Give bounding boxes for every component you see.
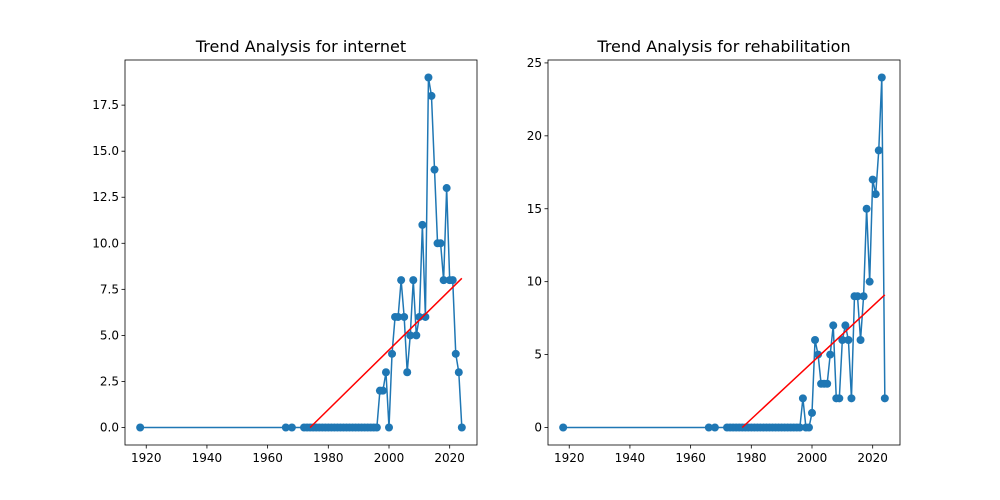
data-point xyxy=(871,190,880,199)
chart-title: Trend Analysis for rehabilitation xyxy=(596,37,850,56)
x-tick-label: 1960 xyxy=(675,451,706,465)
data-point xyxy=(865,277,874,286)
data-point xyxy=(835,394,844,403)
data-point xyxy=(862,204,871,213)
data-point xyxy=(841,321,850,330)
chart-rehabilitation: Trend Analysis for rehabilitation 1920 19… xyxy=(527,37,901,465)
data-point xyxy=(378,386,387,395)
x-tick-label: 1980 xyxy=(736,451,767,465)
x-tick-label: 1940 xyxy=(192,451,223,465)
data-point xyxy=(372,423,381,432)
data-point xyxy=(287,423,296,432)
data-point xyxy=(795,423,804,432)
y-tick-label: 15 xyxy=(527,202,542,216)
data-point xyxy=(877,73,886,82)
data-point xyxy=(409,276,418,285)
x-tick-label: 1980 xyxy=(313,451,344,465)
data-point xyxy=(403,368,412,377)
plot-area: 1920 1940 1960 1980 2000 2020 0 5 10 15 20 25 xyxy=(527,56,901,465)
data-point xyxy=(397,276,406,285)
x-tick-label: 1960 xyxy=(252,451,283,465)
y-tick-label: 17.5 xyxy=(92,98,119,112)
y-tick-label: 20 xyxy=(527,129,542,143)
data-point xyxy=(808,408,816,417)
data-point xyxy=(811,336,820,344)
data-point xyxy=(826,350,835,359)
data-point xyxy=(856,336,865,344)
trend-line xyxy=(741,294,886,429)
data-point xyxy=(880,394,889,403)
y-tick-label: 10 xyxy=(527,275,542,289)
data-point xyxy=(430,165,439,174)
data-point xyxy=(439,276,448,285)
data-point xyxy=(814,350,823,359)
y-tick-label: 5.0 xyxy=(100,328,119,342)
y-tick-label: 5 xyxy=(534,348,542,362)
chart-internet: Trend Analysis for internet 1920 1940 1960… xyxy=(92,37,478,465)
data-point xyxy=(427,91,436,100)
y-tick-label: 10.0 xyxy=(92,236,119,250)
data-point xyxy=(798,394,807,403)
data-point xyxy=(436,239,445,248)
data-point xyxy=(451,349,460,358)
data-point xyxy=(829,321,838,330)
data-point xyxy=(281,423,290,432)
axes-frame xyxy=(124,59,478,446)
data-point xyxy=(853,292,862,301)
data-point xyxy=(394,312,403,321)
data-point xyxy=(457,423,466,432)
y-tick-label: 2.5 xyxy=(100,374,119,388)
data-point xyxy=(424,73,433,82)
data-point xyxy=(421,312,430,321)
y-tick-label: 15.0 xyxy=(92,144,119,158)
data-point xyxy=(874,146,883,155)
x-tick-label: 2000 xyxy=(797,451,828,465)
data-point xyxy=(448,276,457,285)
x-tick-label: 1920 xyxy=(554,451,585,465)
data-point xyxy=(400,312,409,321)
data-point xyxy=(704,423,713,432)
data-point xyxy=(385,423,393,432)
data-point xyxy=(859,292,868,301)
axes-frame xyxy=(547,59,901,446)
data-point xyxy=(868,175,877,184)
data-point xyxy=(844,336,853,344)
data-point xyxy=(136,423,145,432)
x-tick-label: 1920 xyxy=(131,451,162,465)
data-point xyxy=(412,331,421,340)
data-point xyxy=(838,336,847,344)
y-tick-label: 0 xyxy=(534,421,542,435)
chart-title: Trend Analysis for internet xyxy=(195,37,406,56)
data-point xyxy=(823,379,832,388)
x-tick-label: 2020 xyxy=(434,451,465,465)
data-point xyxy=(454,368,463,377)
y-tick-label: 0.0 xyxy=(100,421,119,435)
x-tick-label: 1940 xyxy=(615,451,646,465)
plot-area: 1920 1940 1960 1980 2000 2020 0.0 2.5 5.0 7.5 10.0… xyxy=(92,59,478,465)
y-tick-label: 25 xyxy=(527,56,542,70)
data-point xyxy=(804,423,813,432)
data-point xyxy=(388,349,397,358)
y-tick-label: 12.5 xyxy=(92,190,119,204)
x-tick-label: 2020 xyxy=(857,451,888,465)
data-point xyxy=(559,423,568,432)
data-point xyxy=(442,184,451,193)
y-tick-label: 7.5 xyxy=(100,282,119,296)
data-point xyxy=(418,220,427,229)
data-point xyxy=(847,394,856,403)
x-tick-label: 2000 xyxy=(374,451,405,465)
data-point xyxy=(406,331,415,340)
data-point xyxy=(710,423,719,432)
trend-line xyxy=(309,277,463,429)
data-point xyxy=(381,368,390,377)
